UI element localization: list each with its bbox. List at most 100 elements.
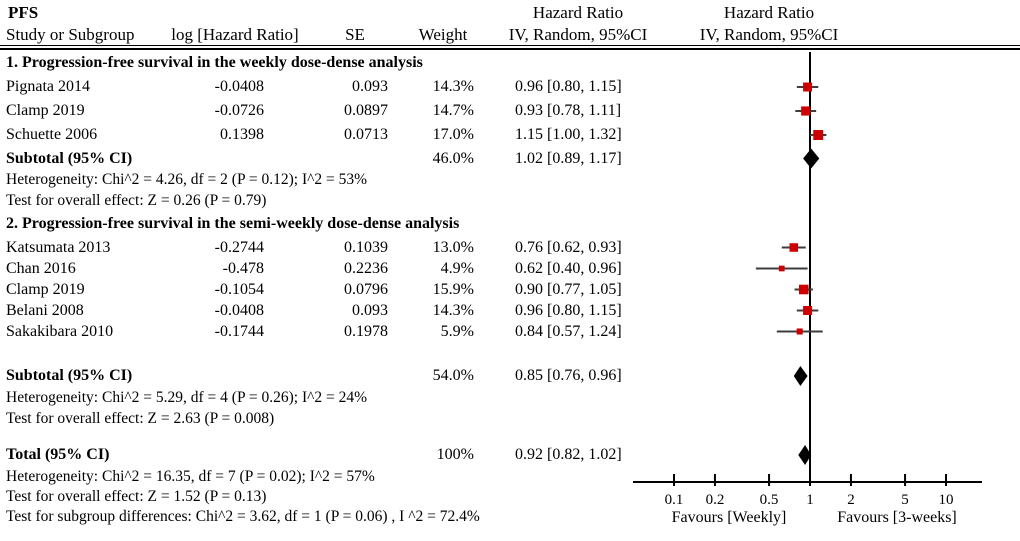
heterogeneity-row: Heterogeneity: Chi^2 = 5.29, df = 4 (P =… — [0, 388, 660, 408]
log-hazard-ratio-value: -0.1054 — [214, 281, 264, 298]
subtotal-label: Subtotal (95% CI) — [6, 367, 133, 384]
subtotal-weight: 46.0% — [432, 150, 474, 167]
axis-tick-label: 0.1 — [665, 492, 684, 508]
pooled-diamond — [803, 148, 820, 169]
total-row: Total (95% CI) 100% 0.92 [0.82, 1.02] — [0, 443, 660, 467]
weight-value: 15.9% — [432, 281, 474, 298]
se-value: 0.1978 — [344, 323, 388, 340]
total-ci-text: 0.92 [0.82, 1.02] — [515, 446, 622, 463]
ci-text-value: 0.84 [0.57, 1.24] — [515, 323, 622, 340]
se-value: 0.093 — [352, 302, 388, 319]
total-note: Test for overall effect: Z = 1.52 (P = 0… — [6, 488, 267, 505]
effect-marker — [803, 82, 813, 92]
effect-marker — [798, 284, 809, 295]
study-row: Sakakibara 2010 -0.1744 0.1978 5.9% 0.84 [0.… — [0, 321, 660, 342]
total-label: Total (95% CI) — [6, 446, 110, 463]
subgroup-heading-row: 1. Progression-free survival in the week… — [0, 51, 660, 75]
study-row: Katsumata 2013 -0.2744 0.1039 13.0% 0.76 [0.… — [0, 237, 660, 258]
heterogeneity-row: Heterogeneity: Chi^2 = 4.26, df = 2 (P =… — [0, 170, 660, 190]
total-note-row: Heterogeneity: Chi^2 = 16.35, df = 7 (P … — [0, 467, 660, 487]
ci-text-value: 0.96 [0.80, 1.15] — [515, 302, 622, 319]
axis-tick-label: 2 — [847, 492, 855, 508]
column-header-log-hr: log [Hazard Ratio] — [171, 25, 299, 44]
log-hazard-ratio-value: 0.1398 — [220, 126, 264, 143]
log-hazard-ratio-value: -0.0726 — [214, 102, 264, 119]
se-value: 0.1039 — [344, 239, 388, 256]
log-hazard-ratio-value: -0.0408 — [214, 302, 264, 319]
ci-text-value: 0.96 [0.80, 1.15] — [515, 78, 622, 95]
study-name: Sakakibara 2010 — [6, 323, 114, 340]
study-name: Chan 2016 — [6, 260, 76, 277]
ci-text-value: 0.62 [0.40, 0.96] — [515, 260, 622, 277]
study-name: Belani 2008 — [6, 302, 84, 319]
axis-tick-label: 10 — [939, 492, 954, 508]
effect-marker — [813, 130, 824, 140]
ci-text-value: 0.93 [0.78, 1.11] — [515, 102, 622, 119]
column-header-study: Study or Subgroup — [6, 25, 135, 44]
weight-value: 5.9% — [440, 323, 474, 340]
study-row: Clamp 2019 -0.0726 0.0897 14.7% 0.93 [0.78, … — [0, 99, 660, 123]
overall-effect-note: Test for overall effect: Z = 0.26 (P = 0… — [6, 192, 267, 209]
subtotal-ci-text: 0.85 [0.76, 0.96] — [515, 367, 622, 384]
subtotal-label: Subtotal (95% CI) — [6, 150, 133, 167]
se-value: 0.2236 — [344, 260, 388, 277]
study-name: Schuette 2006 — [6, 126, 98, 143]
total-note: Test for subgroup differences: Chi^2 = 3… — [6, 508, 480, 525]
favours-left-label: Favours [Weekly] — [672, 509, 787, 526]
weight-value: 17.0% — [432, 126, 474, 143]
column-header-hazard-ratio-text: Hazard Ratio — [532, 3, 624, 22]
study-row: Chan 2016 -0.478 0.2236 4.9% 0.62 [0.40, 0.9… — [0, 258, 660, 279]
column-header-hazard-ratio-plot: Hazard Ratio — [723, 3, 815, 22]
subtotal-weight: 54.0% — [432, 367, 474, 384]
study-row: Schuette 2006 0.1398 0.0713 17.0% 1.15 [1.00… — [0, 123, 660, 147]
column-header-ci-plot: IV, Random, 95%CI — [699, 25, 839, 44]
study-name: Clamp 2019 — [6, 102, 85, 119]
heterogeneity-note: Heterogeneity: Chi^2 = 4.26, df = 2 (P =… — [6, 171, 368, 188]
ci-text-value: 0.90 [0.77, 1.05] — [515, 281, 622, 298]
favours-right-label: Favours [3-weeks] — [837, 509, 957, 526]
effect-marker — [796, 328, 803, 335]
column-header-weight: Weight — [418, 25, 468, 44]
weight-value: 14.7% — [432, 102, 474, 119]
effect-marker — [801, 106, 811, 116]
pooled-diamond — [793, 366, 808, 386]
pooled-diamond — [798, 445, 812, 465]
se-value: 0.0897 — [344, 102, 388, 119]
overall-effect-row: Test for overall effect: Z = 2.63 (P = 0… — [0, 408, 660, 429]
study-name: Pignata 2014 — [6, 78, 90, 95]
header-rule — [0, 45, 1020, 50]
se-value: 0.0796 — [344, 281, 388, 298]
subtotal-ci-text: 1.02 [0.89, 1.17] — [515, 150, 622, 167]
total-note-row: Test for overall effect: Z = 1.52 (P = 0… — [0, 487, 660, 507]
axis-tick-label: 5 — [901, 492, 909, 508]
column-header-ci-text: IV, Random, 95%CI — [508, 25, 648, 44]
overall-effect-note: Test for overall effect: Z = 2.63 (P = 0… — [6, 410, 275, 427]
study-row: Clamp 2019 -0.1054 0.0796 15.9% 0.90 [0.77, … — [0, 279, 660, 300]
page-title: PFS — [8, 3, 39, 22]
overall-effect-row: Test for overall effect: Z = 0.26 (P = 0… — [0, 190, 660, 211]
log-hazard-ratio-value: -0.2744 — [214, 239, 264, 256]
total-note-row: Test for subgroup differences: Chi^2 = 3… — [0, 507, 660, 527]
study-row: Belani 2008 -0.0408 0.093 14.3% 0.96 [0.80, … — [0, 300, 660, 321]
total-weight: 100% — [436, 446, 474, 463]
axis-tick-label: 0.5 — [760, 492, 779, 508]
axis-tick-label: 0.2 — [706, 492, 725, 508]
total-note: Heterogeneity: Chi^2 = 16.35, df = 7 (P … — [6, 468, 375, 485]
study-name: Clamp 2019 — [6, 281, 85, 298]
weight-value: 4.9% — [440, 260, 474, 277]
effect-marker — [803, 305, 813, 316]
weight-value: 14.3% — [432, 302, 474, 319]
subgroup-heading: 1. Progression-free survival in the week… — [6, 54, 423, 71]
study-row: Pignata 2014 -0.0408 0.093 14.3% 0.96 [0.80,… — [0, 75, 660, 99]
effect-marker — [778, 265, 785, 272]
axis-tick-label: 1 — [806, 492, 814, 508]
forest-plot-graphic: 0.1 0.2 0.5 1 2 5 10 Favours [Weekly] Favours [3… — [633, 52, 982, 526]
weight-value: 14.3% — [432, 78, 474, 95]
column-header-se: SE — [345, 25, 365, 44]
heterogeneity-note: Heterogeneity: Chi^2 = 5.29, df = 4 (P =… — [6, 389, 368, 406]
subtotal-row: Subtotal (95% CI) 46.0% 1.02 [0.89, 1.17] — [0, 147, 660, 170]
subtotal-row: Subtotal (95% CI) 54.0% 0.85 [0.76, 0.96] — [0, 364, 660, 388]
log-hazard-ratio-value: -0.1744 — [214, 323, 264, 340]
subgroup-heading-row: 2. Progression-free survival in the semi… — [0, 211, 660, 237]
ci-text-value: 0.76 [0.62, 0.93] — [515, 239, 622, 256]
